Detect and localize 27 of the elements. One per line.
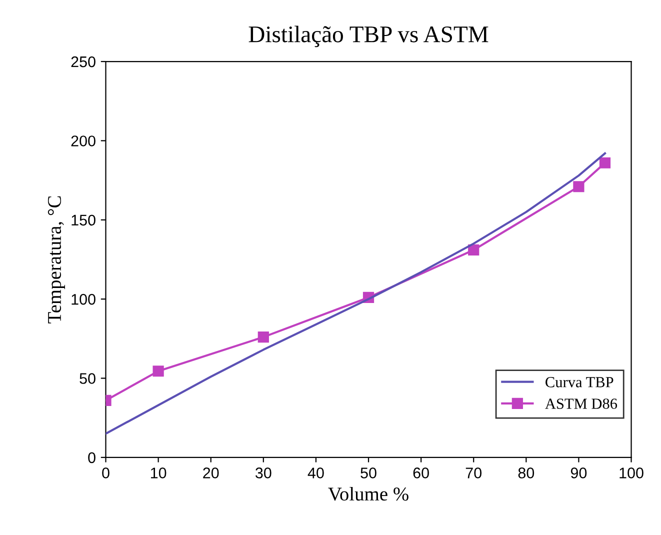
point [599, 157, 611, 168]
point [573, 181, 584, 192]
legend-label: ASTM D86 [545, 398, 618, 409]
y-axis-title: Temperatura, °C [48, 196, 65, 324]
x-tick-label: 90 [570, 468, 587, 478]
x-tick-label: 0 [102, 468, 110, 478]
chart-title: Distilação TBP vs ASTM [248, 26, 488, 48]
x-tick-label: 70 [466, 468, 482, 478]
y-tick-label: 100 [72, 294, 96, 305]
x-axis-title: Volume % [328, 486, 408, 501]
legend-label: Curva TBP [546, 377, 614, 388]
y-tick-label: 150 [72, 214, 96, 226]
x-tick-label: 40 [308, 468, 324, 478]
y-tick-label: 50 [80, 373, 96, 384]
x-tick-label: 80 [518, 468, 534, 478]
x-tick-label: 50 [360, 468, 376, 478]
x-tick-label: 30 [255, 468, 272, 478]
y-tick-label: 200 [71, 136, 96, 146]
y-tick-label: 250 [71, 56, 96, 68]
x-tick-label: 20 [203, 468, 219, 478]
x-tick-label: 10 [150, 468, 166, 478]
point [468, 244, 480, 256]
x-tick-label: 60 [413, 468, 429, 478]
point [152, 366, 164, 377]
x-tick-label: 100 [620, 468, 644, 478]
y-tick-label: 0 [88, 452, 96, 464]
point [258, 332, 269, 343]
